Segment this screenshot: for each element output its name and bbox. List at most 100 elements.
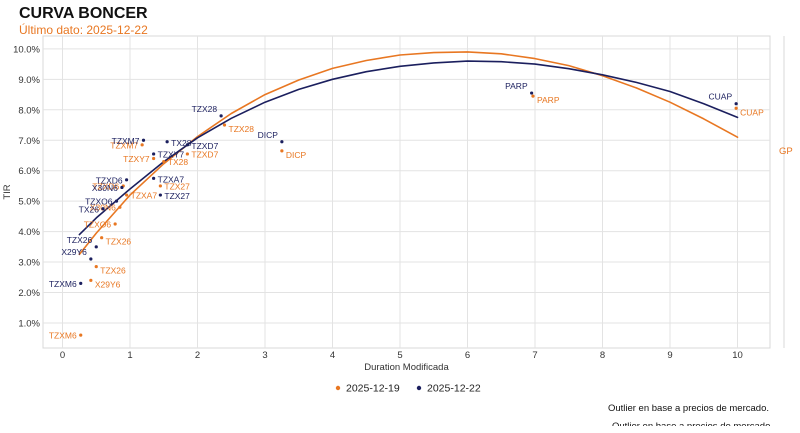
data-point (280, 140, 284, 144)
y-tick-label: 3.0% (18, 258, 40, 269)
data-point (140, 143, 144, 147)
data-point (158, 184, 162, 188)
point-label: TZXM7 (112, 136, 140, 146)
data-point (152, 176, 156, 180)
point-label: TZXA7 (131, 191, 158, 201)
data-point (531, 94, 535, 98)
point-label: PARP (505, 81, 528, 91)
data-point (185, 152, 189, 156)
x-tick-label: 5 (397, 350, 402, 361)
data-point (120, 185, 124, 190)
point-label: TZXD7 (191, 149, 218, 159)
point-label: TZX27 (164, 181, 190, 191)
point-label: TZXY7 (158, 149, 185, 159)
chart-subtitle: Último dato: 2025-12-22 (19, 23, 148, 37)
fit-curve-navy (78, 60, 739, 236)
point-label: X29Y6 (61, 247, 87, 257)
outlier-footnote-ghost: Outlier en base a precios de mercado. (611, 421, 773, 432)
data-point (114, 199, 119, 203)
chart-title: CURVA BONCER (19, 5, 148, 22)
point-label: TZXA7 (158, 174, 185, 184)
data-point (185, 143, 189, 147)
data-point (94, 245, 98, 249)
point-label: TZX28 (192, 104, 218, 114)
point-label: X30N6 (92, 183, 118, 193)
data-point (530, 91, 534, 95)
edge-label: GP (779, 146, 793, 157)
data-point (165, 140, 169, 144)
point-label: TZXO6 (85, 197, 113, 207)
x-tick-label: 7 (532, 350, 537, 361)
legend-label: 2025-12-22 (427, 383, 481, 395)
point-label: TZX26 (67, 235, 93, 245)
y-tick-label: 1.0% (18, 318, 40, 329)
y-tick-label: 2.0% (18, 288, 40, 299)
data-point (152, 156, 156, 161)
x-tick-label: 4 (330, 350, 335, 361)
x-tick-label: 1 (127, 350, 132, 361)
x-tick-label: 6 (465, 350, 470, 361)
point-label: TZXM6 (49, 279, 77, 289)
legend-marker (335, 385, 341, 391)
data-point (158, 193, 162, 197)
point-label: X29Y6 (95, 279, 121, 289)
x-tick-label: 2 (195, 350, 200, 361)
point-label: CUAP (709, 92, 733, 102)
point-label: CUAP (740, 107, 764, 117)
series-2025-12-19: TZXM6 X29Y6 TZX26 TZX26 TZXO6 X30N6 TZXA7 TZXD6… (49, 94, 764, 341)
y-tick-label: 5.0% (18, 197, 40, 208)
data-point (222, 123, 227, 127)
y-axis-label: TIR (2, 184, 13, 199)
y-tick-label: 10.0% (13, 44, 40, 55)
data-point (734, 102, 738, 106)
point-label: TZX28 (229, 124, 255, 134)
series-2025-12-22: TZXM6X29Y6TZX26TX26TZXO6X30N6TZXD6TZX27T… (49, 81, 738, 289)
plot-frame (42, 35, 771, 349)
x-tick-label: 9 (667, 350, 672, 361)
outlier-footnote: Outlier en base a precios de mercado. (607, 403, 769, 414)
x-tick-label: 10 (732, 350, 743, 361)
point-label: TZXD6 (92, 181, 119, 191)
point-label: DICP (286, 150, 307, 160)
legend-label: 2025-12-19 (346, 383, 400, 395)
data-point (101, 207, 105, 211)
x-tick-label: 8 (600, 350, 605, 361)
point-label: TZX26 (106, 237, 132, 247)
x-tick-label: 0 (60, 350, 65, 361)
x-axis-label: Duration Modificada (364, 362, 449, 373)
legend: 2025-12-19 2025-12-22 (335, 383, 481, 395)
y-tick-label: 6.0% (18, 166, 40, 177)
data-point (734, 106, 738, 110)
y-tick-label: 9.0% (18, 75, 40, 86)
y-tick-label: 7.0% (18, 136, 40, 147)
point-label: TX28 (171, 138, 192, 148)
point-label: TX26 (79, 204, 100, 214)
point-label: TZXM6 (49, 331, 77, 341)
x-tick-label: 3 (262, 350, 267, 361)
point-label: TX28 (168, 157, 189, 167)
y-tick-label: 4.0% (18, 227, 40, 238)
point-label: TZXD7 (191, 141, 218, 151)
data-point (89, 278, 93, 282)
data-point (118, 205, 122, 209)
data-point (89, 257, 93, 261)
point-label: TZX27 (164, 191, 190, 201)
point-label: TZXO6 (84, 219, 112, 229)
point-label: PARP (537, 95, 560, 105)
legend-marker (416, 385, 422, 391)
point-label: TZXY7 (123, 154, 150, 164)
point-label: TZX26 (100, 266, 126, 276)
data-point (280, 149, 284, 153)
point-label: TZXD6 (96, 175, 123, 185)
data-point (141, 138, 146, 142)
point-label: DICP (258, 130, 279, 140)
fit-curve-orange (78, 51, 739, 256)
data-point (162, 159, 166, 164)
data-point (219, 114, 223, 118)
y-tick-label: 8.0% (18, 105, 40, 116)
data-point (79, 281, 83, 285)
data-point (94, 265, 98, 269)
data-point (152, 152, 156, 156)
data-point (125, 193, 129, 197)
